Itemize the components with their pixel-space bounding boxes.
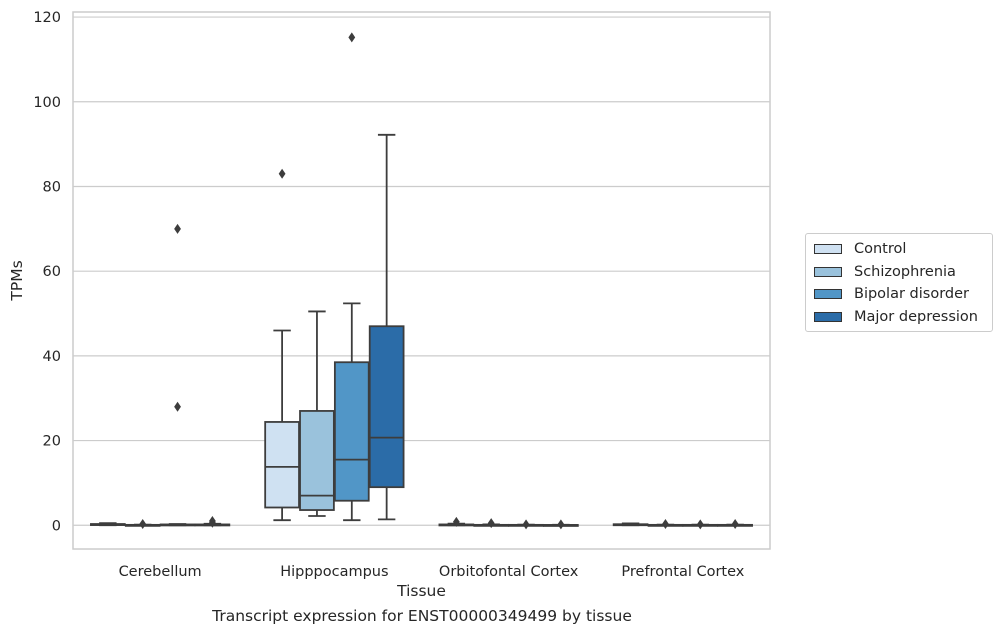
outlier-point [209, 516, 216, 527]
outlier-point [696, 519, 704, 530]
outlier-point [278, 168, 286, 179]
legend-swatch [814, 266, 842, 277]
box-body [368, 325, 405, 489]
box-control [438, 516, 475, 527]
plot-frame [72, 11, 771, 550]
chart-legend: Control Schizophrenia Bipolar disorder Majo… [805, 233, 993, 333]
legend-label: Major depression [854, 309, 978, 326]
outlier-point [348, 32, 356, 43]
box-schizophrenia [473, 518, 510, 529]
outlier-point [731, 519, 739, 530]
legend-item: Bipolar disorder [806, 283, 992, 306]
legend-label: Control [854, 241, 907, 258]
box-bipolar-disorder [159, 223, 196, 527]
box-bipolar-disorder [333, 32, 370, 522]
x-tick-label: Cerebellum [119, 564, 202, 580]
legend-swatch [814, 312, 842, 323]
box-major-depression [194, 516, 231, 528]
y-tick-label: 120 [33, 10, 61, 26]
y-axis-label: TPMs [8, 260, 26, 301]
box-body [299, 410, 335, 511]
legend-label: Bipolar disorder [854, 286, 969, 303]
y-tick-label: 0 [52, 518, 61, 534]
plot-area [73, 12, 770, 549]
legend-swatch [814, 289, 842, 300]
box-control [264, 168, 300, 522]
box-bipolar-disorder [682, 519, 719, 530]
legend-item: Major depression [806, 306, 992, 329]
box-schizophrenia [647, 519, 684, 530]
legend-item: Control [806, 238, 992, 261]
outlier-point [452, 516, 460, 527]
outlier-point [487, 518, 495, 529]
outlier-point [662, 519, 669, 530]
legend-label: Schizophrenia [854, 263, 956, 280]
y-tick-label: 20 [43, 434, 61, 450]
outlier-point [174, 223, 181, 234]
box-major-depression [368, 133, 405, 521]
x-axis-label: Tissue [396, 582, 446, 600]
y-tick-label: 40 [43, 349, 61, 365]
legend-swatch [814, 244, 842, 255]
outlier-point [522, 519, 530, 530]
box-schizophrenia [124, 519, 161, 530]
box-major-depression [717, 519, 753, 530]
outlier-point [139, 519, 147, 530]
outlier-point [174, 401, 181, 412]
x-tick-label: Hipppocampus [280, 564, 388, 580]
box-bipolar-disorder [508, 519, 544, 530]
box-control [612, 522, 649, 527]
y-tick-label: 60 [43, 264, 61, 280]
y-tick-label: 100 [33, 95, 61, 111]
y-tick-label: 80 [43, 179, 61, 195]
box-major-depression [543, 519, 579, 530]
x-tick-label: Prefrontal Cortex [621, 564, 744, 580]
box-control [90, 522, 126, 527]
x-tick-label: Orbitofontal Cortex [439, 564, 579, 580]
outlier-point [557, 519, 565, 530]
chart-caption: Transcript expression for ENST0000034949… [212, 607, 632, 625]
box-body [333, 361, 370, 502]
legend-item: Schizophrenia [806, 261, 992, 284]
box-body [264, 421, 300, 509]
box-schizophrenia [299, 310, 335, 517]
